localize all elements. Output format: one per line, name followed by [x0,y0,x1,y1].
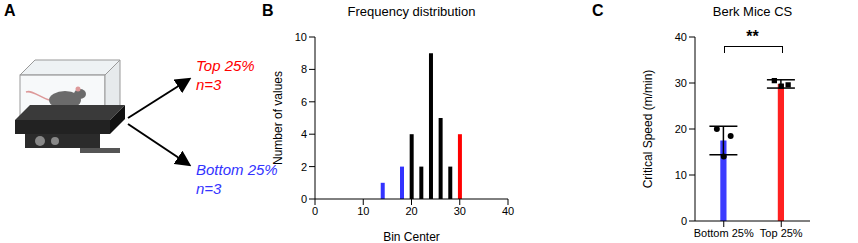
svg-text:2: 2 [301,161,307,173]
svg-text:0: 0 [301,193,307,205]
svg-text:Top 25%: Top 25% [760,227,803,239]
html-text:A: A [4,2,16,19]
svg-text:40: 40 [675,31,687,43]
svg-text:Critical Speed (m/min): Critical Speed (m/min) [641,70,655,189]
html-text:n=3: n=3 [196,76,222,93]
svg-text:8: 8 [301,63,307,75]
svg-text:40: 40 [502,205,514,217]
svg-text:30: 30 [675,77,687,89]
svg-text:0: 0 [681,215,687,227]
html-text:C: C [592,2,604,19]
html-text:B: B [262,2,274,19]
svg-text:30: 30 [454,205,466,217]
svg-text:4: 4 [301,128,307,140]
svg-text:0: 0 [312,205,318,217]
svg-text:20: 20 [675,123,687,135]
html-text:n=3: n=3 [196,180,222,197]
svg-text:10: 10 [295,31,307,43]
svg-text:6: 6 [301,96,307,108]
html-text:Bottom 25%: Bottom 25% [196,161,278,178]
svg-text:Bin Center: Bin Center [383,230,440,243]
html-text:Berk Mice CS: Berk Mice CS [712,4,793,19]
html-text:Frequency distribution: Frequency distribution [347,4,476,19]
svg-text:Number of values: Number of values [271,71,285,165]
svg-text:10: 10 [675,169,687,181]
html-text:Top 25%: Top 25% [196,57,255,74]
svg-text:20: 20 [405,205,417,217]
svg-text:10: 10 [357,205,369,217]
svg-text:Bottom 25%: Bottom 25% [694,227,754,239]
